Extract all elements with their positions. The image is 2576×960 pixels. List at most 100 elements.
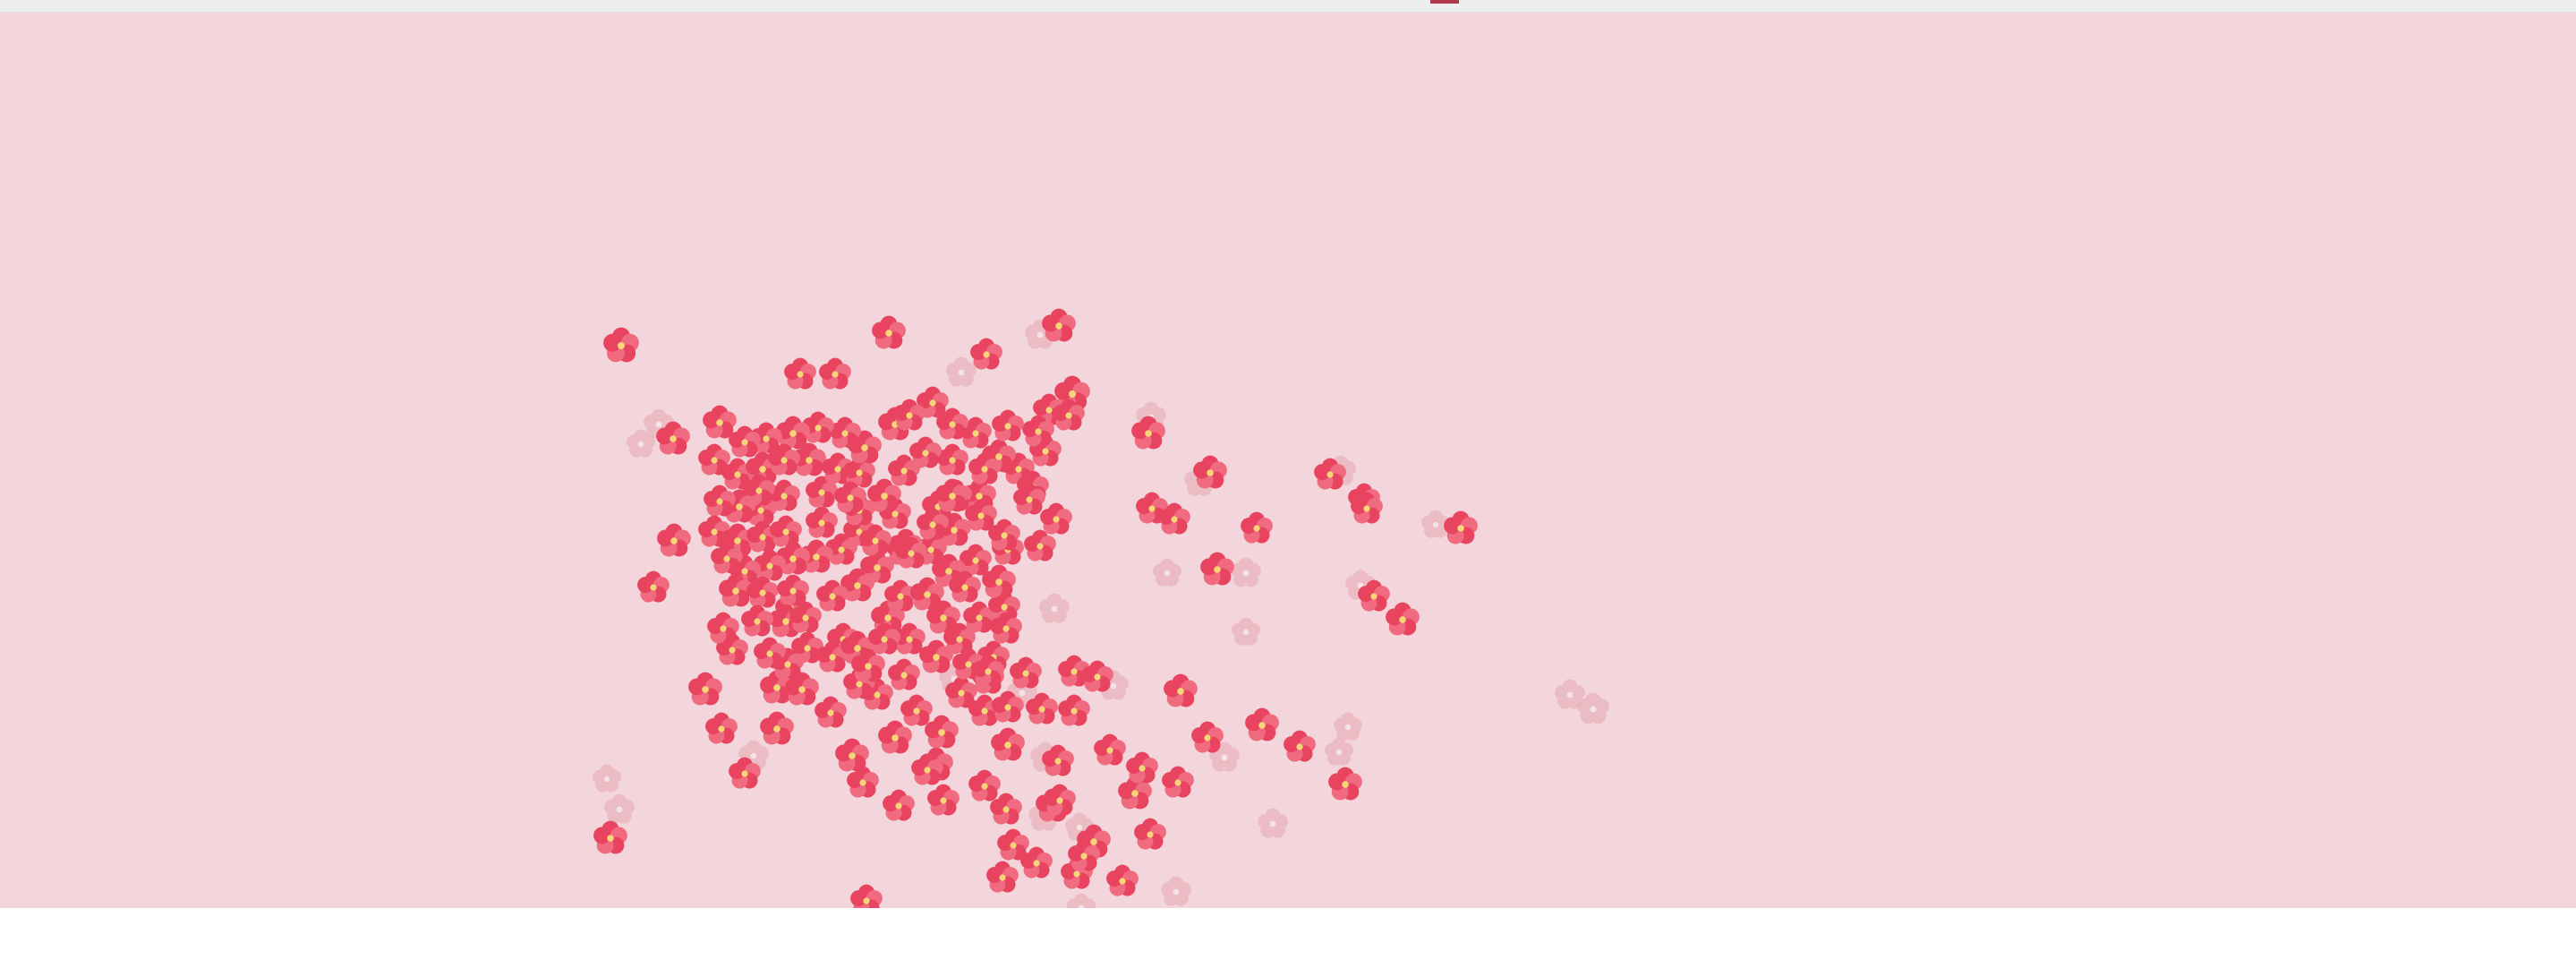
faded-flower-icon xyxy=(1232,617,1260,646)
five-petal-flower-icon xyxy=(1058,694,1090,726)
five-petal-flower-icon xyxy=(806,506,838,538)
five-petal-flower-icon xyxy=(1024,529,1056,561)
five-petal-flower-icon xyxy=(1164,673,1198,707)
five-petal-flower-icon xyxy=(1314,458,1346,490)
five-petal-flower-icon xyxy=(872,315,906,349)
five-petal-flower-icon xyxy=(825,533,857,565)
faded-flower-icon xyxy=(604,793,635,824)
five-petal-flower-icon xyxy=(1020,846,1053,879)
five-petal-flower-icon xyxy=(968,769,1001,801)
five-petal-flower-icon xyxy=(1245,707,1279,741)
five-petal-flower-icon xyxy=(1444,510,1478,544)
five-petal-flower-icon xyxy=(760,711,794,745)
five-petal-flower-icon xyxy=(806,476,838,508)
five-petal-flower-icon xyxy=(1106,864,1139,896)
five-petal-flower-icon xyxy=(963,601,995,633)
five-petal-flower-icon xyxy=(949,570,981,603)
faded-flower-icon xyxy=(1334,712,1362,741)
five-petal-flower-icon xyxy=(1040,502,1072,535)
five-petal-flower-icon xyxy=(893,622,925,655)
five-petal-flower-icon xyxy=(868,622,900,655)
five-petal-flower-icon xyxy=(851,648,885,682)
five-petal-flower-icon xyxy=(936,407,968,440)
five-petal-flower-icon xyxy=(1118,776,1152,810)
five-petal-flower-icon xyxy=(1191,721,1224,753)
five-petal-flower-icon xyxy=(1044,784,1076,816)
five-petal-flower-icon xyxy=(1131,416,1165,450)
five-petal-flower-icon xyxy=(888,454,920,486)
five-petal-flower-icon xyxy=(986,861,1019,893)
five-petal-flower-icon xyxy=(867,478,901,512)
five-petal-flower-icon xyxy=(992,690,1024,723)
five-petal-flower-icon xyxy=(1094,733,1126,766)
flower-canvas-area[interactable] xyxy=(0,13,2576,908)
five-petal-flower-icon xyxy=(1042,308,1076,342)
five-petal-flower-icon xyxy=(909,436,942,468)
five-petal-flower-icon xyxy=(859,524,891,556)
faded-flower-icon xyxy=(1231,557,1261,587)
five-petal-flower-icon xyxy=(593,820,627,854)
faded-flower-icon xyxy=(1209,741,1240,772)
five-petal-flower-icon xyxy=(888,658,920,690)
five-petal-flower-icon xyxy=(1042,744,1074,776)
faded-flower-icon xyxy=(1577,692,1609,724)
bottom-strip xyxy=(0,908,2576,960)
flower-field[interactable] xyxy=(0,13,2576,908)
five-petal-flower-icon xyxy=(785,672,819,706)
five-petal-flower-icon xyxy=(927,784,960,816)
five-petal-flower-icon xyxy=(1351,492,1383,524)
five-petal-flower-icon xyxy=(698,443,730,476)
five-petal-flower-icon xyxy=(754,637,786,669)
five-petal-flower-icon xyxy=(688,672,722,706)
five-petal-flower-icon xyxy=(1013,483,1045,515)
five-petal-flower-icon xyxy=(707,612,739,644)
five-petal-flower-icon xyxy=(656,421,690,455)
toolbar-tab-indicator[interactable] xyxy=(1430,0,1459,4)
five-petal-flower-icon xyxy=(1386,602,1420,636)
five-petal-flower-icon xyxy=(729,757,761,789)
faded-flower-icon xyxy=(1153,558,1181,587)
five-petal-flower-icon xyxy=(850,884,883,908)
five-petal-flower-icon xyxy=(992,409,1024,441)
five-petal-flower-icon xyxy=(657,523,691,557)
five-petal-flower-icon xyxy=(1328,767,1362,801)
five-petal-flower-icon xyxy=(990,612,1022,644)
top-toolbar xyxy=(0,0,2576,13)
five-petal-flower-icon xyxy=(917,508,949,540)
five-petal-flower-icon xyxy=(1081,660,1113,692)
five-petal-flower-icon xyxy=(970,338,1002,370)
five-petal-flower-icon xyxy=(705,712,738,744)
five-petal-flower-icon xyxy=(968,452,1001,484)
faded-flower-icon xyxy=(946,356,977,387)
flowers-layer xyxy=(593,308,1478,908)
faded-flower-icon xyxy=(1555,679,1585,709)
five-petal-flower-icon xyxy=(991,727,1025,761)
five-petal-flower-icon xyxy=(965,499,997,531)
five-petal-flower-icon xyxy=(816,640,849,673)
faded-flower-icon xyxy=(1161,876,1191,906)
five-petal-flower-icon xyxy=(770,515,802,547)
five-petal-flower-icon xyxy=(972,655,1004,687)
five-petal-flower-icon xyxy=(703,405,737,439)
five-petal-flower-icon xyxy=(878,720,912,754)
five-petal-flower-icon xyxy=(819,357,851,390)
faded-flower-icon xyxy=(627,429,655,458)
faded-flower-icon xyxy=(738,740,769,770)
five-petal-flower-icon xyxy=(1358,579,1390,612)
five-petal-flower-icon xyxy=(716,633,748,665)
faded-flower-icon xyxy=(593,764,621,793)
faded-flower-icon xyxy=(1067,893,1096,908)
five-petal-flower-icon xyxy=(883,789,915,821)
five-petal-flower-icon xyxy=(990,793,1022,825)
five-petal-flower-icon xyxy=(1126,751,1158,784)
five-petal-flower-icon xyxy=(1053,399,1085,431)
five-petal-flower-icon xyxy=(911,753,943,785)
five-petal-flower-icon xyxy=(840,568,874,602)
five-petal-flower-icon xyxy=(637,570,670,603)
five-petal-flower-icon xyxy=(1134,818,1166,850)
five-petal-flower-icon xyxy=(1022,415,1054,447)
five-petal-flower-icon xyxy=(789,601,822,633)
five-petal-flower-icon xyxy=(1158,502,1190,535)
five-petal-flower-icon xyxy=(945,676,977,708)
five-petal-flower-icon xyxy=(603,327,639,363)
